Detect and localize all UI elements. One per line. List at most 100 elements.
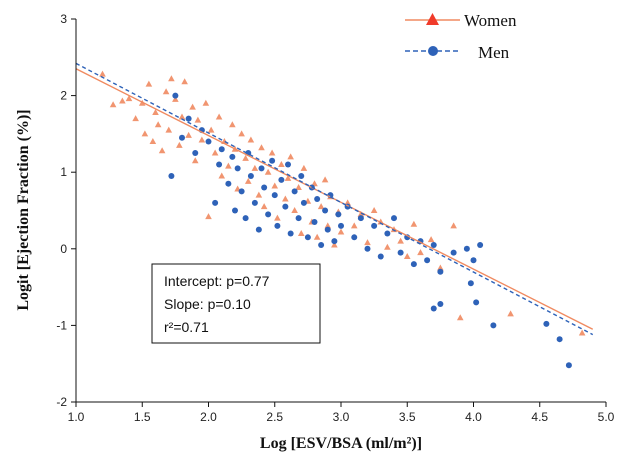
x-axis-title: Log [ESV/BSA (ml/m²)] (260, 435, 422, 452)
women-data-point (198, 136, 206, 143)
women-data-point (119, 97, 126, 104)
men-data-point (205, 138, 212, 145)
women-data-point (149, 138, 157, 145)
men-data-point (314, 196, 321, 203)
women-data-point (268, 149, 276, 156)
women-data-point (132, 115, 139, 122)
women-data-point (578, 329, 586, 336)
stats-intercept: Intercept: p=0.77 (164, 273, 270, 289)
men-data-point (463, 245, 470, 252)
y-tick-label: -1 (56, 318, 67, 332)
women-data-point (417, 249, 424, 256)
women-data-point (215, 113, 223, 120)
men-data-point (371, 222, 378, 229)
women-data-point (205, 213, 212, 220)
women-data-point (109, 101, 117, 108)
men-data-point (258, 165, 265, 172)
men-data-point (430, 241, 437, 248)
men-data-point (271, 192, 278, 199)
men-data-point (450, 249, 457, 256)
men-data-point (218, 146, 225, 153)
y-tick-label: 1 (60, 165, 67, 179)
women-data-point (191, 157, 199, 164)
data-points (99, 70, 586, 369)
women-data-point (410, 220, 418, 227)
women-data-point (344, 199, 351, 206)
women-data-point (317, 203, 325, 210)
women-data-point (350, 222, 358, 229)
x-tick-label: 3.5 (399, 410, 416, 424)
women-data-point (264, 168, 272, 175)
women-data-point (194, 116, 202, 123)
men-data-point (255, 226, 262, 233)
women-data-point (158, 147, 166, 154)
women-data-point (141, 130, 149, 137)
women-data-point (168, 75, 175, 82)
women-data-point (427, 236, 435, 243)
legend-triangle-icon (426, 13, 439, 25)
women-data-point (357, 210, 365, 217)
women-data-point (321, 176, 329, 183)
men-data-point (331, 238, 338, 245)
women-data-point (242, 154, 249, 161)
y-tick-label: 2 (60, 89, 67, 103)
women-data-point (154, 121, 162, 128)
x-tick-label: 2.0 (200, 410, 217, 424)
women-data-point (324, 222, 332, 229)
legend-circle-icon (428, 46, 438, 56)
women-data-point (225, 162, 232, 169)
men-data-point (232, 207, 238, 214)
men-data-point (437, 268, 444, 275)
legend: Women Men (405, 11, 517, 62)
men-data-point (470, 257, 477, 264)
men-data-point (269, 157, 276, 164)
men-data-point (285, 161, 291, 168)
men-data-point (424, 257, 431, 264)
women-data-point (271, 182, 279, 189)
men-data-point (391, 215, 397, 222)
men-data-point (410, 261, 417, 268)
men-data-point (185, 115, 192, 122)
y-axis-ticks: -2 -1 0 1 2 3 (56, 12, 76, 409)
women-data-point (364, 239, 371, 246)
x-tick-label: 1.0 (68, 410, 85, 424)
women-data-point (291, 207, 298, 213)
women-data-point (207, 126, 215, 133)
women-data-point (278, 161, 285, 168)
stats-box-border (151, 263, 321, 344)
legend-item-women: Women (405, 11, 517, 30)
women-data-point (251, 164, 259, 171)
men-data-point (291, 188, 298, 195)
men-data-point (298, 173, 305, 180)
women-data-point (311, 180, 318, 187)
men-data-point (335, 211, 342, 218)
legend-label-women: Women (464, 11, 517, 30)
women-data-point (99, 70, 106, 77)
women-data-point (229, 121, 236, 128)
men-data-point (364, 245, 371, 252)
women-data-point (162, 88, 170, 95)
men-data-point (234, 165, 241, 172)
women-data-point (202, 99, 210, 106)
men-data-point (212, 199, 219, 206)
men-data-point (351, 234, 358, 241)
regression-lines (75, 62, 594, 336)
men-data-point (397, 249, 404, 256)
y-tick-label: 0 (60, 242, 67, 256)
women-data-point (507, 310, 514, 317)
legend-item-men: Men (405, 43, 510, 62)
women-data-point (331, 241, 338, 248)
men-data-point (261, 184, 268, 191)
men-data-point (247, 173, 254, 180)
women-data-point (181, 78, 188, 85)
x-tick-label: 4.0 (465, 410, 482, 424)
men-data-point (179, 134, 185, 141)
women-data-point (384, 243, 391, 250)
men-data-point (543, 320, 550, 327)
men-data-point (192, 150, 199, 157)
men-data-point (377, 253, 384, 260)
men-data-point (338, 222, 344, 229)
men-data-point (287, 230, 294, 237)
women-data-point (185, 131, 192, 138)
women-data-point (297, 229, 305, 236)
